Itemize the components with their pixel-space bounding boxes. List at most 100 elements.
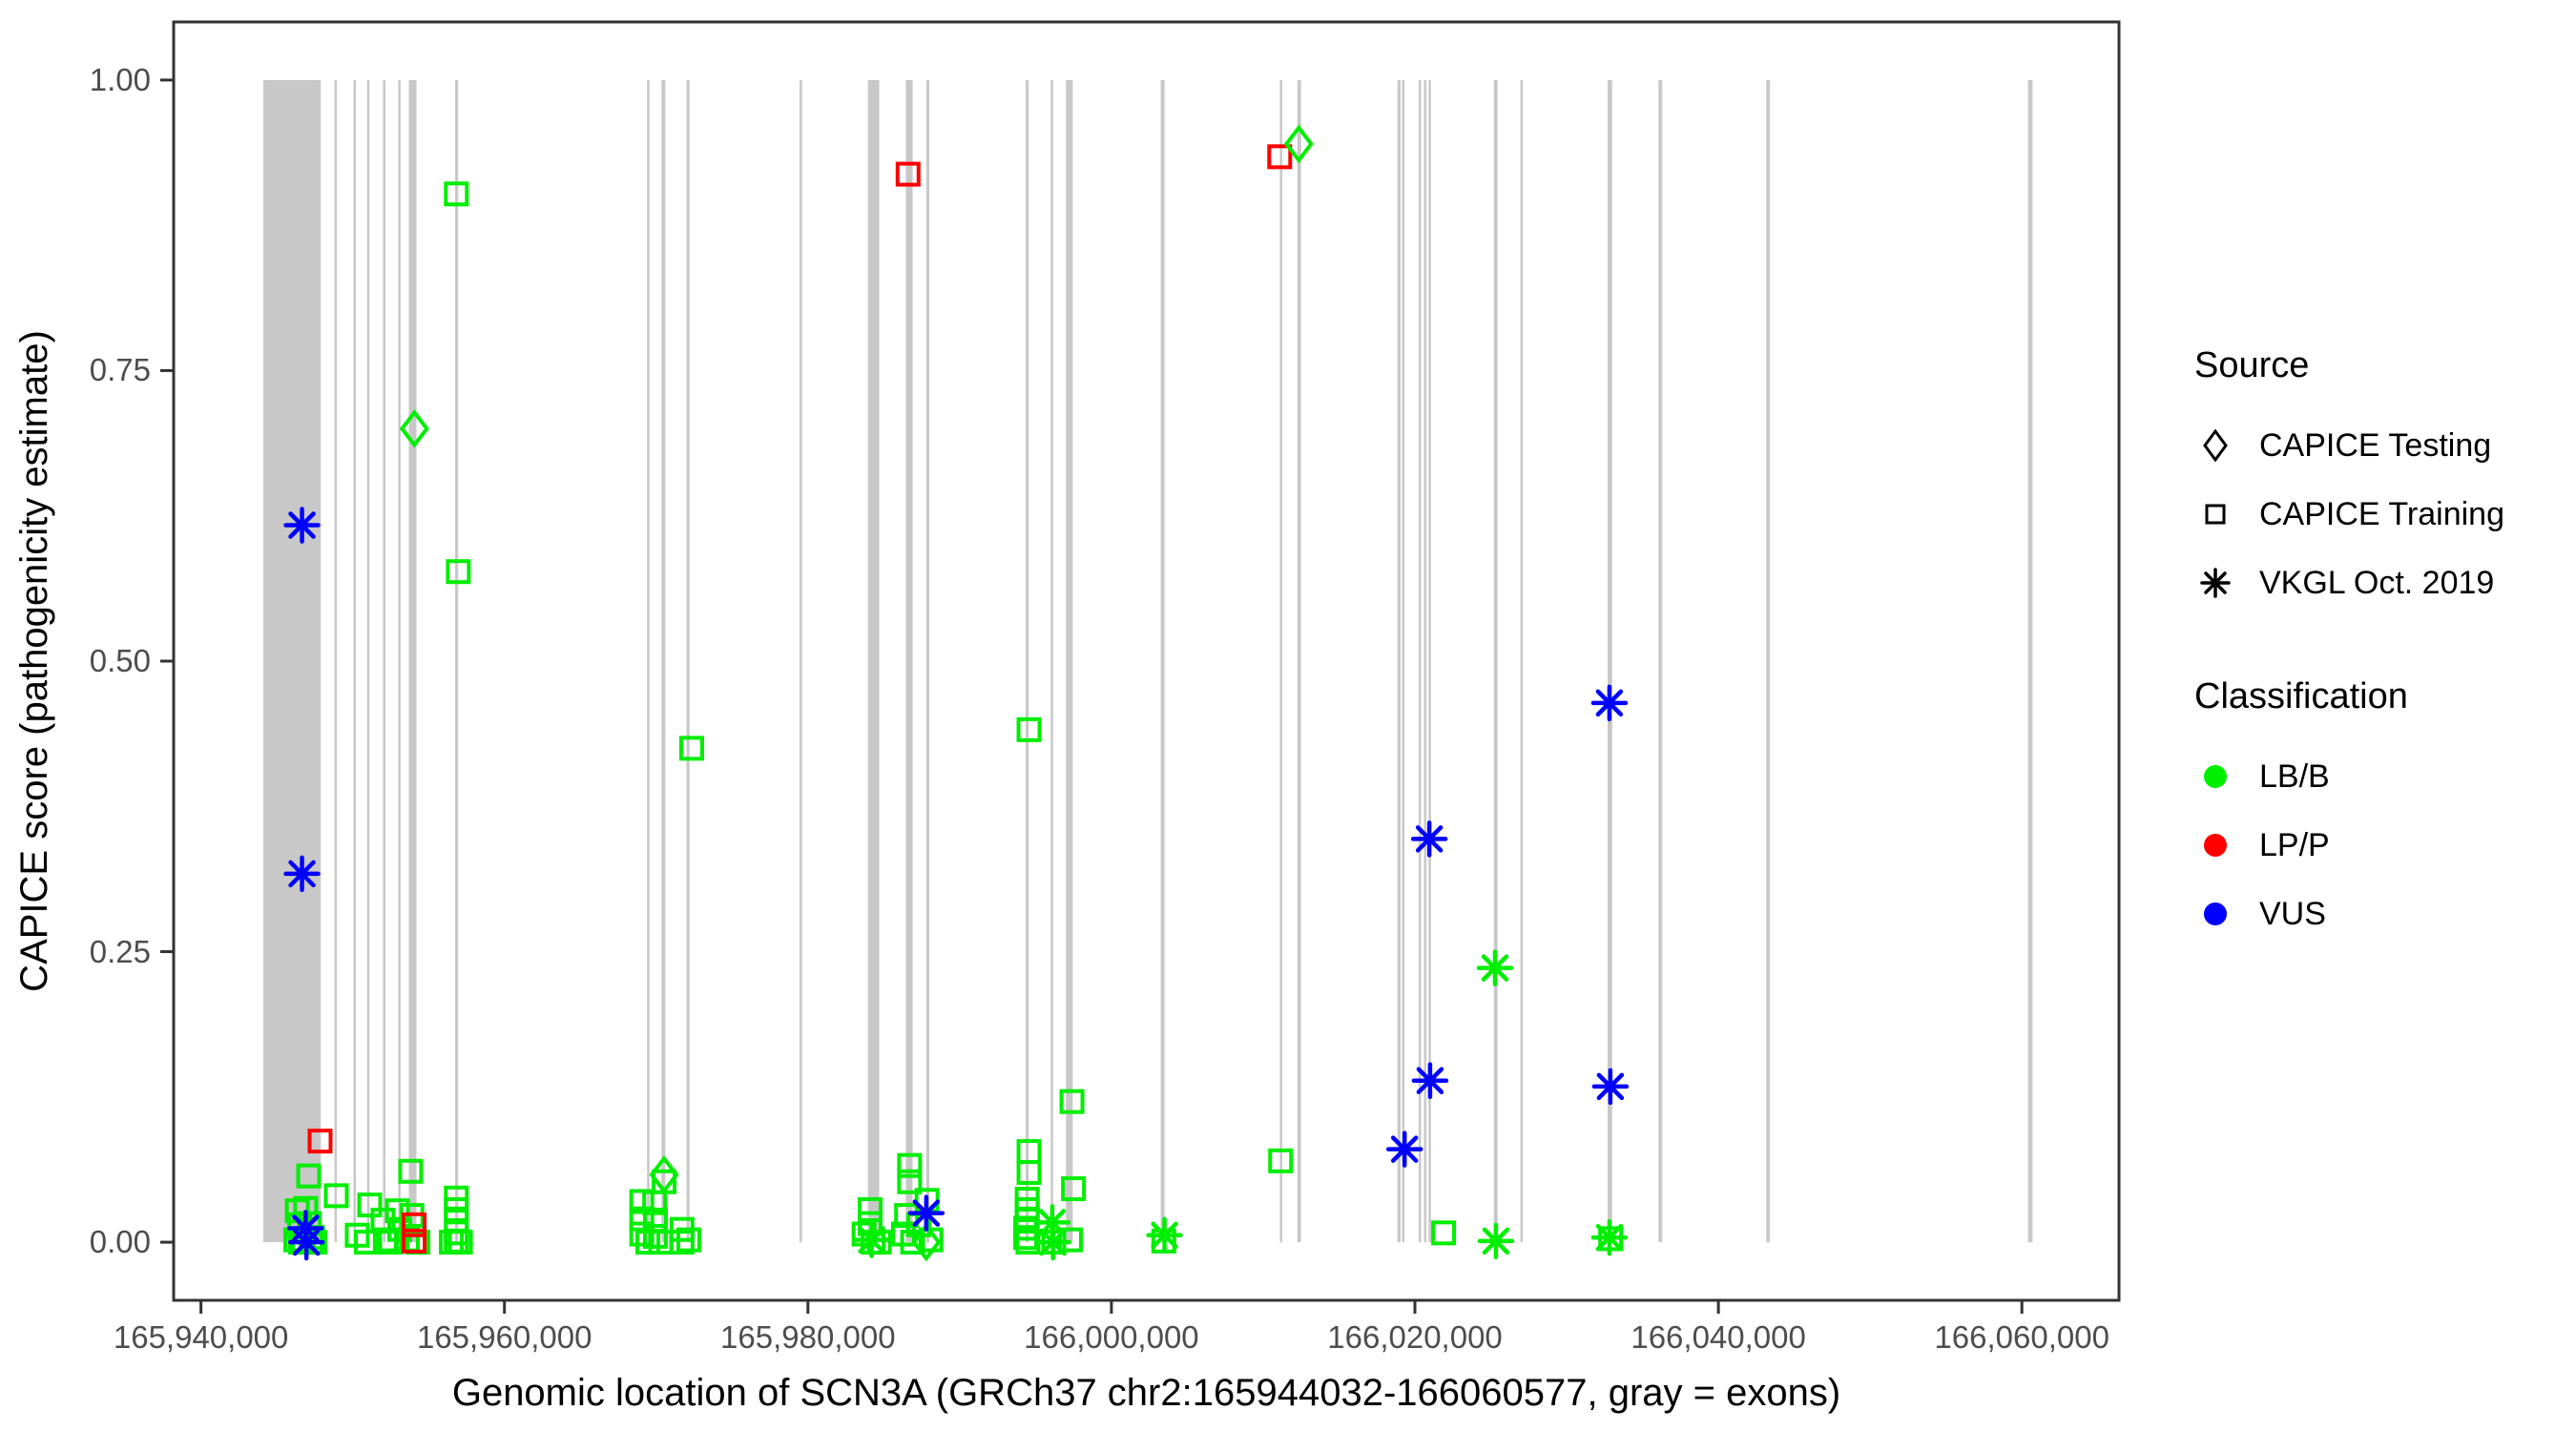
data-point-square [323, 1183, 349, 1209]
legend-item-label: VUS [2259, 895, 2326, 932]
legend-source-title: Source [2194, 345, 2310, 385]
exon-band [353, 79, 356, 1243]
exon-band [334, 79, 338, 1243]
data-point-square [307, 1129, 333, 1154]
data-point-asterisk [1033, 1204, 1071, 1241]
data-point-square [675, 1227, 701, 1253]
x-axis-title: Genomic location of SCN3A (GRCh37 chr2:1… [451, 1372, 1841, 1414]
data-point-square [1013, 1225, 1039, 1251]
exon-band [366, 79, 370, 1243]
data-point-square [629, 1206, 654, 1232]
exon-band [661, 79, 666, 1243]
x-tick-label: 166,000,000 [1024, 1319, 1199, 1355]
data-point-square [1016, 1139, 1042, 1165]
exon-band [1658, 79, 1663, 1243]
exon-band [1493, 79, 1498, 1243]
exon-band [262, 79, 322, 1243]
x-tick-label: 166,060,000 [1934, 1319, 2109, 1355]
data-point-asterisk [283, 507, 321, 544]
data-point-square [897, 1169, 923, 1194]
data-point-asterisk [287, 1223, 325, 1261]
x-tick-label: 165,960,000 [416, 1319, 592, 1355]
legend-item-capice-testing: CAPICE Testing [2194, 411, 2566, 480]
data-point-asterisk [283, 855, 321, 893]
y-tick-label: 0.00 [89, 1224, 151, 1260]
data-point-square [444, 181, 469, 207]
data-point-square [1016, 1160, 1042, 1185]
exon-band [1297, 79, 1301, 1243]
data-point-asterisk [853, 1221, 890, 1258]
data-point-asterisk [1590, 684, 1629, 722]
exon-band [686, 79, 690, 1243]
exon-band [905, 79, 913, 1243]
y-tick-label: 0.25 [89, 933, 151, 969]
exon-band [408, 79, 417, 1243]
exon-band [1520, 79, 1524, 1243]
exon-band [925, 79, 930, 1243]
exon-band [1279, 79, 1282, 1243]
legend: Source CAPICE Testing CAPICE Training [2194, 345, 2566, 948]
data-point-asterisk [1411, 1062, 1449, 1100]
exon-band [1066, 79, 1073, 1243]
data-point-square [629, 1221, 654, 1247]
x-tick-label: 166,040,000 [1631, 1319, 1806, 1355]
data-point-square [384, 1198, 410, 1224]
red-dot-icon [2194, 824, 2236, 866]
data-point-asterisk [907, 1194, 945, 1232]
data-point-square [629, 1189, 654, 1214]
data-point-square [296, 1163, 322, 1189]
data-point-square [1059, 1089, 1085, 1114]
data-point-asterisk [1385, 1130, 1423, 1168]
data-point-asterisk [1034, 1223, 1071, 1261]
data-point-square [900, 1230, 925, 1255]
exon-band [647, 79, 650, 1243]
legend-item-vus: VUS [2194, 880, 2566, 948]
x-tick-label: 166,020,000 [1327, 1319, 1503, 1355]
data-point-square [446, 559, 471, 585]
exon-band [383, 79, 385, 1243]
exon-band [1418, 79, 1422, 1243]
data-point-diamond [1283, 124, 1314, 164]
exon-band [1428, 79, 1431, 1243]
data-point-square [858, 1196, 883, 1222]
data-point-square [1057, 1227, 1083, 1253]
exon-band [1402, 79, 1404, 1243]
data-point-square [353, 1230, 379, 1255]
data-point-square [635, 1230, 661, 1255]
legend-spacer [2194, 617, 2566, 676]
legend-item-label: LB/B [2259, 757, 2330, 795]
data-point-square [402, 1228, 427, 1254]
y-tick-label: 0.75 [89, 352, 151, 388]
data-point-square [669, 1230, 695, 1255]
green-dot-icon [2194, 756, 2236, 798]
data-point-square [398, 1158, 424, 1184]
data-point-asterisk [1477, 1222, 1515, 1260]
exon-band [1766, 79, 1771, 1243]
legend-item-label: VKGL Oct. 2019 [2259, 564, 2495, 601]
exon-band [455, 79, 459, 1243]
square-icon [2194, 493, 2236, 535]
data-point-square [642, 1190, 668, 1215]
panel-border [172, 20, 2121, 1302]
exon-band [1608, 79, 1612, 1243]
x-tick-label: 165,940,000 [113, 1319, 289, 1355]
legend-item-lpp: LP/P [2194, 811, 2566, 880]
exon-band [1397, 79, 1401, 1243]
exon-band [1423, 79, 1427, 1243]
exon-band [1160, 79, 1165, 1243]
exon-band [398, 79, 401, 1243]
data-point-square [1061, 1176, 1087, 1202]
data-point-diamond [649, 1155, 679, 1194]
exon-band [800, 79, 802, 1243]
legend-item-label: LP/P [2259, 826, 2330, 863]
legend-item-lbb: LB/B [2194, 742, 2566, 811]
y-tick-label: 1.00 [89, 61, 151, 97]
asterisk-icon [2194, 562, 2236, 604]
legend-classification-title: Classification [2194, 676, 2408, 716]
x-tick-label: 165,980,000 [720, 1319, 896, 1355]
exon-band [867, 79, 880, 1243]
exon-band [1026, 79, 1029, 1243]
data-point-asterisk [1591, 1068, 1630, 1106]
